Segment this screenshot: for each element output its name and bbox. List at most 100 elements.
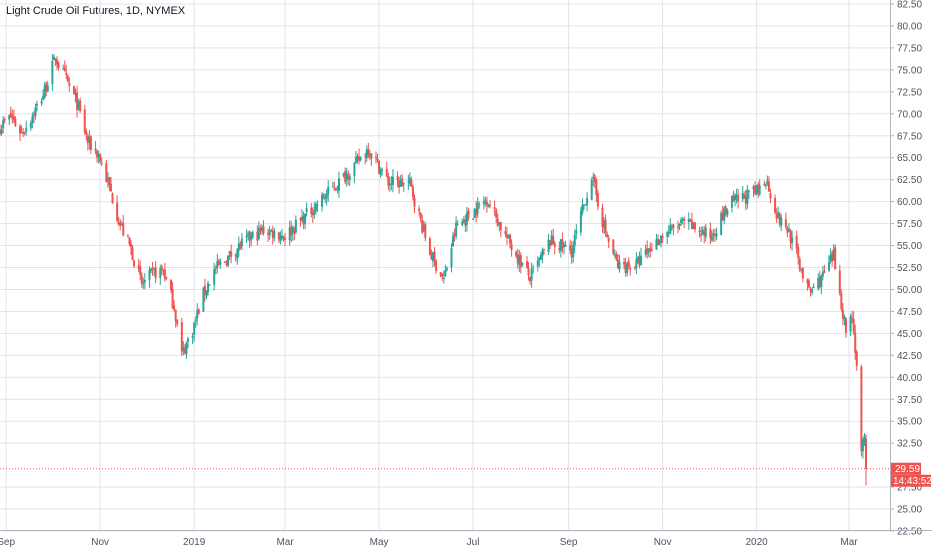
candle-body xyxy=(616,259,619,269)
candle-body xyxy=(407,181,410,183)
candle xyxy=(273,228,276,242)
candle-body xyxy=(117,222,120,225)
candle-body xyxy=(410,179,413,187)
y-tick-label: 47.50 xyxy=(897,307,922,318)
candle xyxy=(861,437,864,459)
candle-body xyxy=(259,227,262,231)
candle xyxy=(43,82,46,100)
candle xyxy=(54,58,57,66)
candle xyxy=(656,234,659,246)
x-tick-label: 2020 xyxy=(745,537,768,548)
candle-body xyxy=(709,228,712,239)
candle-body xyxy=(251,232,254,238)
candle xyxy=(572,240,575,263)
candle-body xyxy=(268,230,271,236)
candle-body xyxy=(290,226,293,236)
candle xyxy=(418,205,421,216)
candle-body xyxy=(769,193,772,199)
candle-body xyxy=(364,155,367,157)
candle xyxy=(109,176,112,192)
candle-body xyxy=(532,267,535,269)
candle xyxy=(430,249,433,260)
candle xyxy=(666,230,669,245)
candle-body xyxy=(316,204,319,206)
candle-body xyxy=(789,230,792,242)
candle xyxy=(732,190,735,202)
candle xyxy=(336,185,339,194)
candle-body xyxy=(720,212,723,236)
candle-body xyxy=(791,237,794,244)
candle xyxy=(606,231,609,238)
candle xyxy=(752,184,755,198)
candle xyxy=(385,161,388,178)
candle xyxy=(314,201,317,215)
candle-body xyxy=(672,224,675,229)
candle xyxy=(680,217,683,227)
candle-body xyxy=(356,156,359,159)
candle-body xyxy=(612,239,615,254)
candle xyxy=(310,202,313,218)
candle xyxy=(313,202,316,219)
candle xyxy=(636,255,639,264)
candle-body xyxy=(148,270,151,281)
candle xyxy=(465,206,468,232)
candle xyxy=(399,174,402,187)
candle xyxy=(532,264,535,274)
candle xyxy=(29,120,32,132)
candle xyxy=(712,228,715,243)
candle xyxy=(354,150,357,164)
candle-body xyxy=(311,212,314,216)
candle-body xyxy=(498,222,501,225)
candle-body xyxy=(575,230,578,234)
candle-body xyxy=(656,238,659,246)
candle xyxy=(482,196,485,210)
candle-body xyxy=(613,254,616,256)
candle-body xyxy=(604,219,607,234)
candle-body xyxy=(843,316,846,320)
candle xyxy=(401,174,404,187)
candle-body xyxy=(163,269,166,280)
candle-body xyxy=(22,132,25,134)
candle-body xyxy=(456,224,459,226)
candle-body xyxy=(521,262,524,266)
candle-body xyxy=(473,209,476,218)
candle xyxy=(413,194,416,214)
candle-body xyxy=(54,58,57,62)
candle xyxy=(498,222,501,232)
candle xyxy=(250,231,253,247)
candle xyxy=(741,186,744,202)
y-tick-label: 60.00 xyxy=(897,197,922,208)
candle xyxy=(701,226,704,236)
candle xyxy=(111,192,114,204)
candle-body xyxy=(854,332,857,354)
candle-body xyxy=(809,288,812,292)
candle-body xyxy=(262,226,265,234)
candle xyxy=(301,209,304,223)
candle xyxy=(462,216,465,224)
candle-body xyxy=(775,214,778,219)
candle xyxy=(408,172,411,187)
candle-body xyxy=(100,162,103,164)
candle-body xyxy=(51,60,54,84)
candle xyxy=(552,228,555,245)
candle xyxy=(237,236,240,257)
x-tick-label: May xyxy=(370,537,389,548)
candle xyxy=(356,153,359,164)
candle xyxy=(828,255,831,273)
candle-body xyxy=(787,229,790,232)
y-tick-label: 65.00 xyxy=(897,153,922,164)
y-tick-label: 77.50 xyxy=(897,43,922,54)
candle xyxy=(424,221,427,242)
candle xyxy=(489,199,492,209)
candle-body xyxy=(399,179,402,187)
candle-body xyxy=(57,62,60,68)
candle-body xyxy=(86,135,89,143)
candle-body xyxy=(547,239,550,252)
candle-body xyxy=(780,217,783,226)
candle-body xyxy=(267,232,270,235)
candle xyxy=(191,332,194,345)
candle-body xyxy=(43,85,46,98)
candle xyxy=(379,167,382,179)
